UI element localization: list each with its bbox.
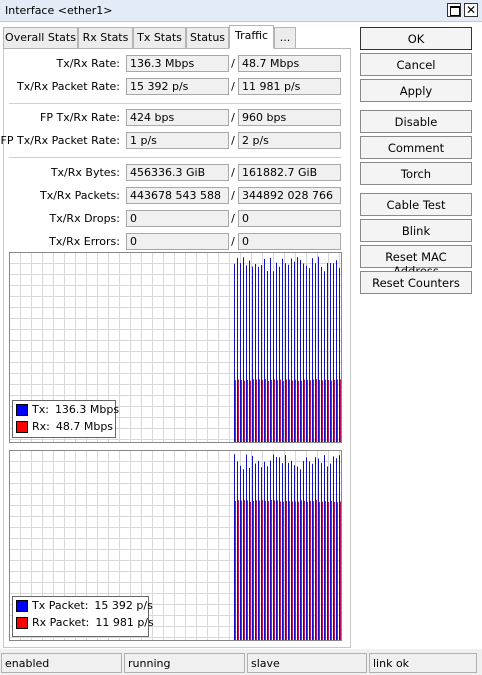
tab[interactable]: Overall Stats bbox=[3, 27, 78, 49]
traffic-graph: Tx Packet: 15 392 p/s Rx Packet: 11 981 p/s bbox=[9, 450, 342, 641]
legend bbox=[12, 400, 116, 438]
field-value: 0 bbox=[238, 210, 341, 227]
field-value: 0 bbox=[126, 233, 229, 250]
button[interactable]: Comment bbox=[360, 136, 472, 159]
field-value: 161882.7 GiB bbox=[238, 164, 341, 181]
field-label: Tx/Rx Errors: bbox=[49, 235, 120, 248]
tab[interactable]: ... bbox=[274, 27, 296, 49]
field-value: 0 bbox=[126, 210, 229, 227]
field-label: Tx/Rx Packets: bbox=[39, 189, 120, 202]
legend-value: 15 392 p/s bbox=[94, 599, 153, 612]
separator: / bbox=[231, 80, 235, 93]
status-field: enabled bbox=[1, 653, 122, 673]
field-value: 0 bbox=[238, 233, 341, 250]
separator: / bbox=[231, 212, 235, 225]
title-bar: Interface <ether1> bbox=[0, 0, 482, 22]
button[interactable]: OK bbox=[360, 27, 472, 50]
field-label: Tx/Rx Drops: bbox=[49, 212, 121, 225]
separator: / bbox=[231, 57, 235, 70]
field-value: 1 p/s bbox=[126, 132, 229, 149]
window-title: Interface <ether1> bbox=[5, 4, 113, 17]
legend-value: 11 981 p/s bbox=[95, 616, 154, 629]
button[interactable]: Torch bbox=[360, 162, 472, 185]
tab[interactable]: Rx Stats bbox=[78, 27, 133, 49]
field-value: 15 392 p/s bbox=[126, 78, 229, 95]
field-value: 11 981 p/s bbox=[238, 78, 341, 95]
button[interactable]: Reset Counters bbox=[360, 271, 472, 294]
button[interactable]: Cable Test bbox=[360, 193, 472, 216]
field-label: Tx/Rx Bytes: bbox=[50, 166, 120, 179]
field-value: 443678 543 588 bbox=[126, 187, 229, 204]
divider bbox=[9, 157, 341, 158]
legend-label: Rx Packet: bbox=[32, 616, 89, 629]
legend-swatch bbox=[16, 617, 28, 629]
field-value: 136.3 Mbps bbox=[126, 55, 229, 72]
field-label: FP Tx/Rx Rate: bbox=[40, 111, 120, 124]
legend-swatch bbox=[16, 600, 28, 612]
button[interactable]: Reset MAC Address bbox=[360, 245, 472, 278]
legend-swatch bbox=[16, 404, 28, 416]
tab[interactable]: Tx Stats bbox=[133, 27, 186, 49]
legend bbox=[12, 596, 149, 637]
field-value: 2 p/s bbox=[238, 132, 341, 149]
legend-label: Tx Packet: bbox=[31, 599, 88, 612]
button[interactable]: Apply bbox=[360, 79, 472, 102]
legend-swatch bbox=[16, 421, 28, 433]
button[interactable]: Blink bbox=[360, 219, 472, 242]
field-label: Tx/Rx Packet Rate: bbox=[17, 80, 120, 93]
separator: / bbox=[231, 235, 235, 248]
status-field: link ok bbox=[369, 653, 477, 673]
field-value: 48.7 Mbps bbox=[238, 55, 341, 72]
traffic-graph: Tx: 136.3 Mbps Rx: 48.7 Mbps bbox=[9, 252, 342, 443]
separator: / bbox=[231, 166, 235, 179]
field-value: 344892 028 766 bbox=[238, 187, 341, 204]
divider bbox=[9, 103, 341, 104]
field-value: 960 bps bbox=[238, 109, 341, 126]
status-field: running bbox=[124, 653, 245, 673]
field-value: 424 bps bbox=[126, 109, 229, 126]
button[interactable]: Disable bbox=[360, 110, 472, 133]
separator: / bbox=[231, 111, 235, 124]
maximize-button[interactable] bbox=[447, 3, 461, 17]
separator: / bbox=[231, 134, 235, 147]
tab[interactable]: Status bbox=[186, 27, 229, 49]
separator: / bbox=[231, 189, 235, 202]
legend-value: 48.7 Mbps bbox=[56, 420, 113, 433]
close-button[interactable]: ✕ bbox=[464, 3, 478, 17]
tab[interactable]: Traffic bbox=[229, 25, 274, 49]
legend-value: 136.3 Mbps bbox=[55, 403, 119, 416]
field-value: 456336.3 GiB bbox=[126, 164, 229, 181]
legend-label: Tx: bbox=[31, 403, 49, 416]
legend-label: Rx: bbox=[32, 420, 50, 433]
field-label: Tx/Rx Rate: bbox=[56, 57, 120, 70]
field-label: FP Tx/Rx Packet Rate: bbox=[0, 134, 120, 147]
status-field: slave bbox=[247, 653, 367, 673]
button[interactable]: Cancel bbox=[360, 53, 472, 76]
